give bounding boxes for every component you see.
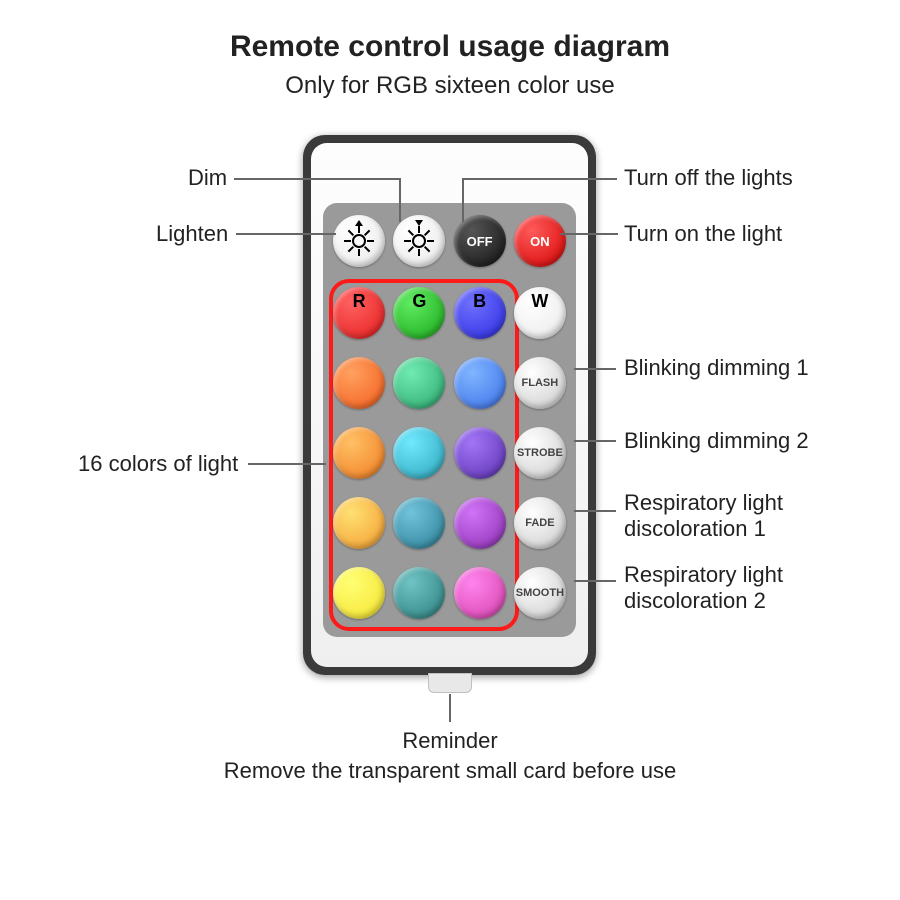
leader-dim-h	[234, 178, 399, 180]
remote-button-r5-c3[interactable]: SMOOTH	[514, 567, 566, 619]
remote-body: OFFON RGBW FLASH STROBE FADE SMOOTH	[303, 135, 596, 675]
remote-button-r1-c3[interactable]: W	[514, 287, 566, 339]
brightness-up-icon	[344, 226, 374, 256]
remote-button-r4-c2[interactable]	[454, 497, 506, 549]
label-fade: Respiratory light discoloration 1	[624, 490, 900, 543]
remote-button-r3-c0[interactable]	[333, 427, 385, 479]
remote-button-r4-c1[interactable]	[393, 497, 445, 549]
leader-off-v	[462, 178, 464, 222]
leader-dim-v	[399, 178, 401, 222]
remote-button-r2-c2[interactable]	[454, 357, 506, 409]
reminder-title: Reminder	[0, 728, 900, 754]
battery-tab	[428, 673, 472, 693]
remote-button-r3-c1[interactable]	[393, 427, 445, 479]
remote-button-r1-c0[interactable]: R	[333, 287, 385, 339]
leader-reminder	[449, 694, 451, 722]
leader-16colors	[248, 463, 326, 465]
remote-button-r0-c1[interactable]	[393, 215, 445, 267]
diagram-subtitle: Only for RGB sixteen color use	[0, 72, 900, 100]
remote-button-r1-c2[interactable]: B	[454, 287, 506, 339]
leader-strobe	[574, 440, 616, 442]
leader-flash	[574, 368, 616, 370]
remote-button-r2-c1[interactable]	[393, 357, 445, 409]
remote-face: OFFON RGBW FLASH STROBE FADE SMOOTH	[311, 143, 588, 667]
leader-on	[560, 233, 618, 235]
diagram-title: Remote control usage diagram	[0, 0, 900, 64]
label-16colors: 16 colors of light	[78, 451, 238, 477]
remote-button-r0-c3[interactable]: ON	[514, 215, 566, 267]
remote-button-r5-c0[interactable]	[333, 567, 385, 619]
remote-button-r1-c1[interactable]: G	[393, 287, 445, 339]
remote-button-r5-c1[interactable]	[393, 567, 445, 619]
remote-button-r4-c3[interactable]: FADE	[514, 497, 566, 549]
remote-button-r2-c3[interactable]: FLASH	[514, 357, 566, 409]
remote-button-r0-c2[interactable]: OFF	[454, 215, 506, 267]
label-strobe: Blinking dimming 2	[624, 428, 809, 454]
label-off: Turn off the lights	[624, 165, 793, 191]
leader-smooth	[574, 580, 616, 582]
leader-fade	[574, 510, 616, 512]
label-on: Turn on the light	[624, 221, 782, 247]
remote-button-r0-c0[interactable]	[333, 215, 385, 267]
leader-off-h	[462, 178, 617, 180]
remote-button-r2-c0[interactable]	[333, 357, 385, 409]
button-panel: OFFON RGBW FLASH STROBE FADE SMOOTH	[323, 203, 576, 637]
brightness-down-icon	[404, 226, 434, 256]
remote-button-r4-c0[interactable]	[333, 497, 385, 549]
remote-button-r3-c3[interactable]: STROBE	[514, 427, 566, 479]
leader-lighten	[236, 233, 336, 235]
remote-button-r3-c2[interactable]	[454, 427, 506, 479]
label-lighten: Lighten	[156, 221, 228, 247]
reminder-text: Remove the transparent small card before…	[0, 758, 900, 784]
label-flash: Blinking dimming 1	[624, 355, 809, 381]
label-dim: Dim	[188, 165, 227, 191]
label-smooth: Respiratory light discoloration 2	[624, 562, 900, 615]
remote-button-r5-c2[interactable]	[454, 567, 506, 619]
